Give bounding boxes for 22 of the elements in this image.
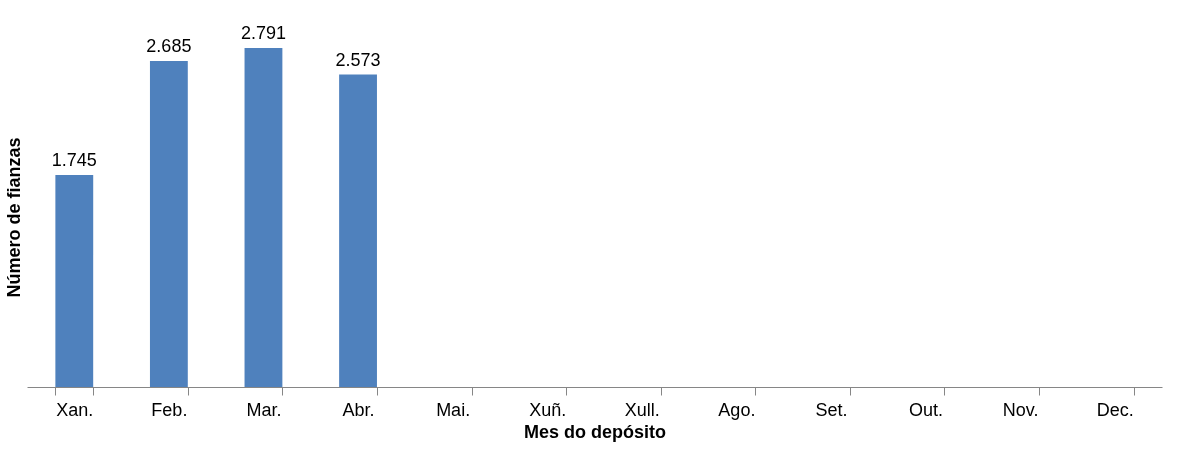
x-tick-label: Out.: [909, 399, 944, 420]
y-axis-title: Número de fianzas: [3, 137, 24, 298]
x-tick-label: Set.: [815, 399, 848, 420]
data-label: 1.745: [51, 150, 97, 171]
x-tick-label: Xull.: [624, 399, 660, 420]
data-label: 2.573: [335, 49, 381, 70]
x-axis-title: Mes do depósito: [523, 421, 667, 442]
x-tick-label: Xan.: [56, 399, 94, 420]
data-label: 2.791: [240, 23, 286, 44]
x-tick-label: Xuñ.: [529, 399, 567, 420]
data-label: 2.685: [146, 35, 192, 56]
bar: [244, 48, 283, 387]
bar: [149, 60, 188, 387]
x-tick-label: Nov.: [1002, 399, 1039, 420]
x-tick-label: Mai.: [436, 399, 471, 420]
x-tick-label: Feb.: [151, 399, 188, 420]
bar: [55, 175, 94, 387]
x-tick-label: Ago.: [718, 399, 756, 420]
x-tick-label: Dec.: [1096, 399, 1134, 420]
x-tick-label: Abr.: [342, 399, 375, 420]
bar: [339, 74, 377, 387]
x-tick-label: Mar.: [246, 399, 282, 420]
